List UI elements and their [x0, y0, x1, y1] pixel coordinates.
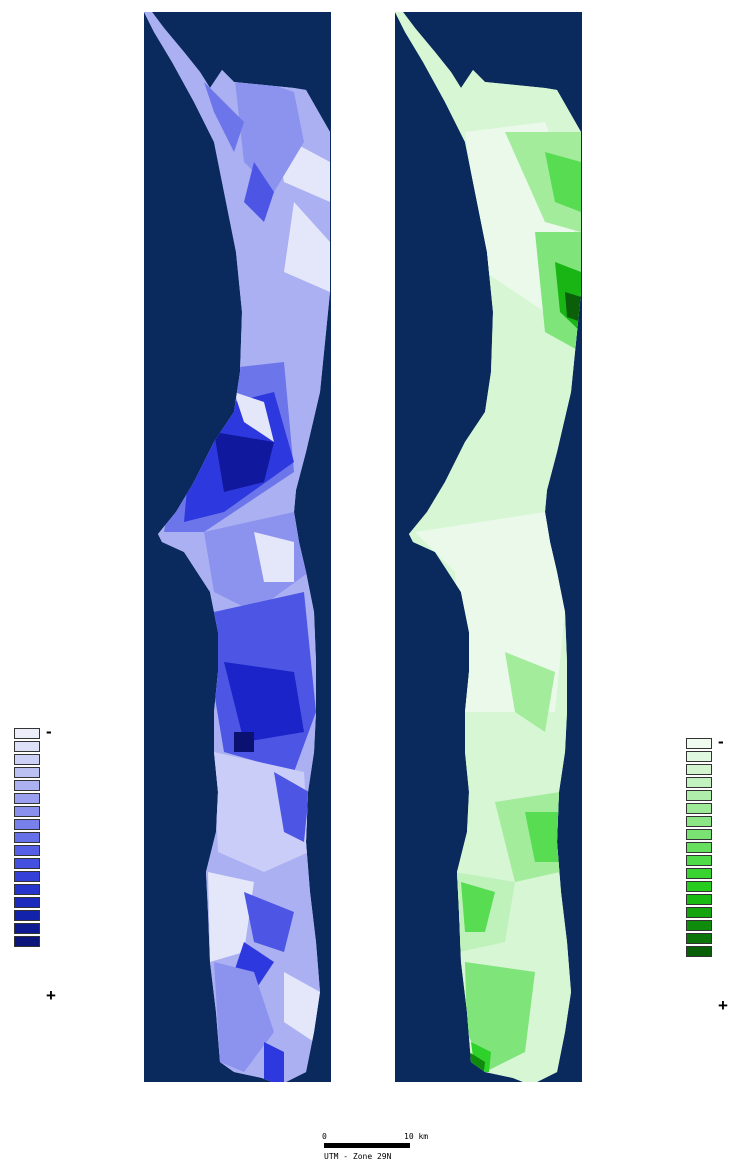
value-zone	[208, 872, 254, 962]
legend-green: - +	[686, 732, 728, 1015]
legend-swatch	[14, 767, 40, 778]
value-zone	[234, 732, 254, 752]
legend-swatch	[686, 894, 712, 905]
legend-swatch	[14, 871, 40, 882]
value-zone	[465, 962, 535, 1072]
legend-swatch	[686, 855, 712, 866]
legend-swatch	[686, 777, 712, 788]
value-zone	[204, 512, 309, 612]
value-zone	[244, 162, 274, 222]
scale-end-label: 10 km	[404, 1132, 429, 1141]
value-zone	[214, 962, 274, 1072]
legend-swatch	[14, 832, 40, 843]
value-zone	[545, 152, 581, 212]
legend-green-swatches	[686, 738, 712, 957]
legend-swatch	[14, 780, 40, 791]
legend-swatch	[686, 829, 712, 840]
legend-blue: - +	[14, 722, 56, 1005]
legend-swatch	[14, 884, 40, 895]
map-blue-canvas	[144, 12, 330, 1082]
legend-swatch	[686, 946, 712, 957]
legend-swatch	[686, 738, 712, 749]
value-zone	[565, 292, 581, 322]
legend-swatch	[14, 754, 40, 765]
legend-swatch	[686, 868, 712, 879]
legend-swatch	[686, 920, 712, 931]
legend-blue-swatches	[14, 728, 40, 947]
scale-bar-line	[324, 1143, 410, 1148]
value-zone	[244, 892, 294, 952]
scale-bar: 0 10 km UTM - Zone 29N	[322, 1132, 432, 1166]
value-zone	[204, 82, 244, 152]
map-panel-green[interactable]	[395, 12, 582, 1082]
legend-swatch	[686, 881, 712, 892]
legend-swatch	[686, 803, 712, 814]
legend-swatch	[686, 790, 712, 801]
legend-green-plus-label: +	[718, 996, 728, 1015]
legend-blue-minus-label: -	[46, 722, 52, 741]
value-zone	[525, 812, 560, 862]
value-zone	[461, 882, 495, 932]
legend-swatch	[14, 728, 40, 739]
legend-swatch	[14, 858, 40, 869]
value-zone	[254, 532, 294, 582]
legend-swatch	[686, 816, 712, 827]
value-zone	[234, 392, 274, 442]
scale-projection-label: UTM - Zone 29N	[324, 1152, 392, 1161]
scale-start-label: 0	[322, 1132, 327, 1141]
legend-swatch	[14, 806, 40, 817]
value-zone	[505, 652, 555, 732]
map-green-canvas	[395, 12, 581, 1082]
legend-swatch	[686, 751, 712, 762]
legend-swatch	[14, 741, 40, 752]
value-zone	[224, 662, 304, 742]
value-zone	[274, 772, 309, 842]
legend-swatch	[14, 897, 40, 908]
value-zone	[284, 972, 320, 1042]
legend-blue-plus-label: +	[46, 986, 56, 1005]
map-panel-blue[interactable]	[144, 12, 331, 1082]
value-zone	[284, 202, 330, 292]
legend-swatch	[686, 933, 712, 944]
legend-swatch	[14, 910, 40, 921]
legend-green-minus-label: -	[718, 732, 724, 751]
value-zone	[264, 1042, 284, 1082]
legend-swatch	[686, 907, 712, 918]
legend-swatch	[686, 764, 712, 775]
value-zone	[234, 72, 304, 192]
legend-swatch	[14, 819, 40, 830]
legend-swatch	[686, 842, 712, 853]
legend-swatch	[14, 845, 40, 856]
value-zone	[214, 432, 274, 492]
legend-swatch	[14, 936, 40, 947]
legend-swatch	[14, 793, 40, 804]
legend-swatch	[14, 923, 40, 934]
